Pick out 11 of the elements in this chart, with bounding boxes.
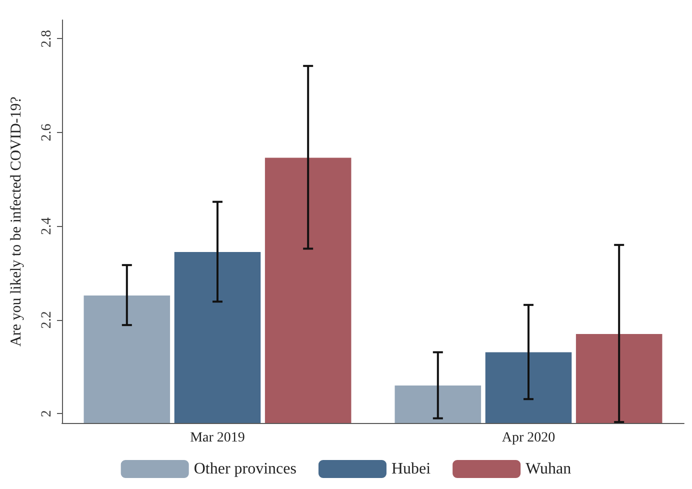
legend-label: Wuhan (526, 460, 572, 478)
legend-label: Other provinces (194, 460, 296, 478)
y-tick-label: 2 (40, 410, 54, 418)
y-axis-title: Are you likely to be infected COVID-19? (8, 96, 24, 346)
x-tick-label: Mar 2019 (190, 430, 245, 446)
x-tick-label: Apr 2020 (502, 430, 556, 446)
y-tick-label: 2.2 (40, 311, 54, 329)
legend-label: Hubei (391, 460, 432, 478)
y-tick-label: 2.4 (40, 217, 54, 235)
y-tick-label: 2.8 (40, 30, 54, 48)
y-tick-label: 2.6 (40, 124, 54, 142)
